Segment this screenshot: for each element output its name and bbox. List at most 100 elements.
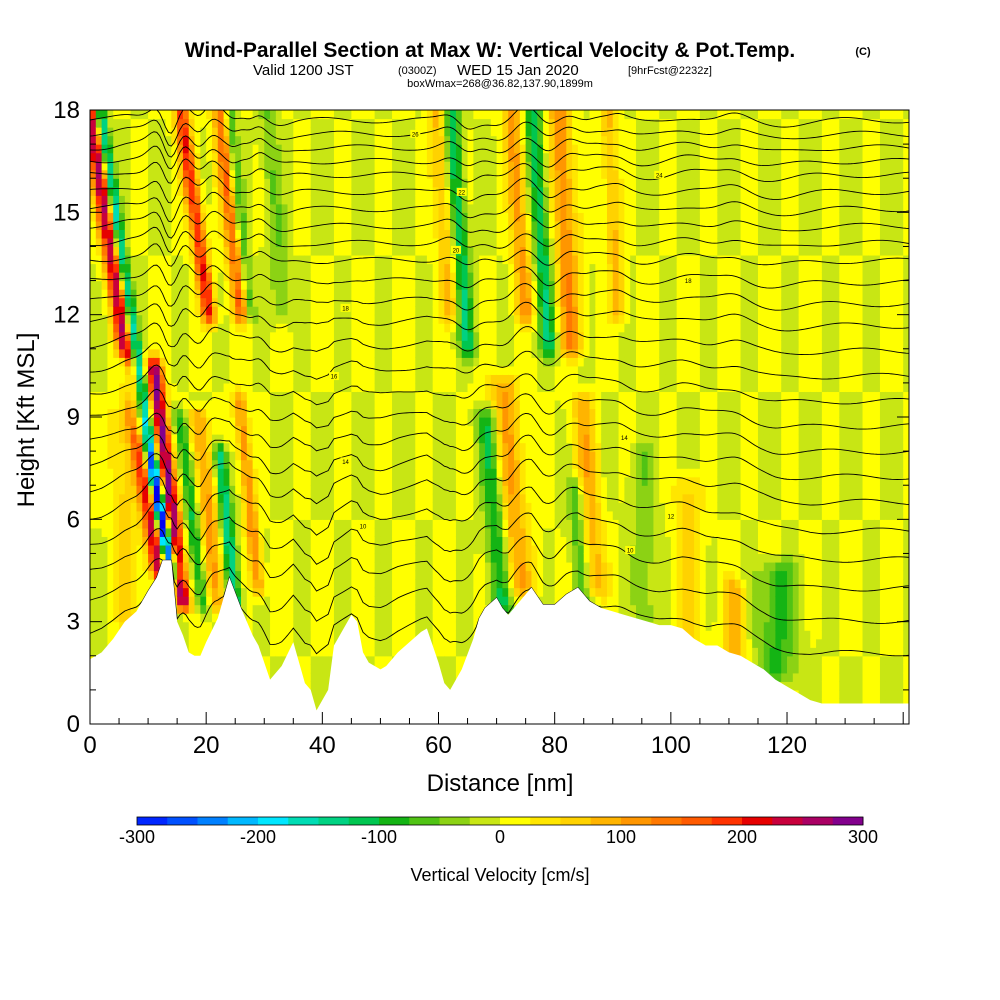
heatmap-cell [455, 323, 463, 333]
heatmap-cell [153, 110, 161, 120]
heatmap-cell [252, 519, 260, 529]
heatmap-cell [153, 417, 161, 427]
heatmap-cell [322, 681, 329, 691]
heatmap-cell [328, 510, 335, 520]
heatmap-cell [246, 451, 254, 461]
heatmap-cell [304, 434, 312, 444]
heatmap-cell [258, 212, 265, 222]
heatmap-cell [171, 451, 178, 461]
heatmap-cell [421, 587, 428, 597]
heatmap-cell [473, 553, 480, 563]
heatmap-cell [374, 476, 382, 486]
heatmap-cell [403, 127, 411, 137]
heatmap-cell [363, 144, 370, 154]
heatmap-cell [119, 272, 126, 282]
heatmap-cell [473, 323, 480, 333]
heatmap-cell [229, 263, 236, 273]
heatmap-cell [113, 553, 120, 563]
heatmap-cell [380, 195, 387, 205]
heatmap-cell [328, 519, 335, 529]
heatmap-cell [426, 613, 434, 623]
heatmap-cell [392, 297, 399, 307]
heatmap-cell [252, 485, 260, 495]
heatmap-cell [415, 417, 422, 427]
heatmap-cell [246, 306, 254, 316]
heatmap-cell [95, 561, 103, 572]
heatmap-cell [328, 169, 335, 179]
heatmap-cell [281, 451, 289, 461]
heatmap-cell [484, 357, 492, 367]
heatmap-cell [200, 306, 207, 316]
heatmap-cell [252, 178, 260, 188]
heatmap-cell [415, 519, 422, 529]
heatmap-cell [107, 220, 114, 230]
heatmap-cell [113, 544, 120, 555]
heatmap-cell [142, 314, 149, 324]
heatmap-cell [484, 323, 492, 333]
heatmap-cell [136, 229, 143, 239]
heatmap-cell [124, 246, 132, 256]
heatmap-cell [345, 391, 352, 401]
heatmap-cell [386, 331, 393, 341]
heatmap-cell [264, 399, 271, 410]
heatmap-cell [235, 587, 242, 597]
heatmap-cell [177, 408, 184, 418]
heatmap-cell [310, 212, 318, 222]
heatmap-cell [142, 169, 149, 179]
heatmap-cell [333, 391, 341, 401]
heatmap-cell [148, 195, 155, 205]
heatmap-cell [142, 587, 149, 597]
heatmap-cell [345, 544, 352, 555]
heatmap-cell [229, 510, 236, 520]
heatmap-cell [171, 246, 178, 256]
heatmap-cell [119, 596, 126, 606]
heatmap-cell [165, 391, 172, 401]
heatmap-cell [333, 425, 341, 435]
heatmap-cell [287, 323, 294, 333]
heatmap-cell [270, 664, 277, 674]
heatmap-cell [421, 442, 428, 452]
heatmap-cell [90, 596, 97, 606]
heatmap-cell [211, 118, 219, 128]
heatmap-cell [328, 468, 335, 478]
heatmap-cell [461, 306, 469, 316]
heatmap-cell [206, 348, 213, 358]
heatmap-cell [142, 425, 149, 435]
heatmap-cell [397, 459, 405, 469]
heatmap-cell [287, 272, 294, 282]
heatmap-cell [119, 374, 126, 384]
heatmap-cell [142, 442, 149, 452]
heatmap-cell [95, 510, 103, 520]
heatmap-cell [316, 638, 323, 648]
heatmap-cell [200, 203, 207, 213]
heatmap-cell [200, 237, 207, 248]
heatmap-cell [95, 434, 103, 444]
heatmap-cell [159, 451, 167, 461]
heatmap-cell [339, 169, 347, 179]
heatmap-cell [328, 536, 335, 546]
heatmap-cell [229, 553, 236, 563]
heatmap-cell [299, 220, 306, 230]
heatmap-cell [159, 519, 167, 529]
heatmap-cell [293, 536, 300, 546]
heatmap-cell [130, 178, 138, 188]
heatmap-cell [119, 220, 126, 230]
heatmap-cell [316, 374, 323, 384]
heatmap-cell [188, 331, 196, 341]
heatmap-cell [299, 536, 306, 546]
heatmap-cell [415, 212, 422, 222]
heatmap-cell [484, 127, 492, 137]
heatmap-cell [421, 408, 428, 418]
heatmap-cell [322, 434, 329, 444]
heatmap-cell [235, 357, 242, 367]
heatmap-cell [461, 570, 469, 580]
heatmap-cell [119, 237, 126, 248]
heatmap-cell [415, 272, 422, 282]
valid-date-label: WED 15 Jan 2020 [457, 62, 579, 79]
heatmap-cell [241, 382, 248, 393]
heatmap-cell [479, 178, 486, 188]
heatmap-cell [450, 331, 457, 341]
heatmap-cell [479, 348, 486, 358]
heatmap-cell [95, 357, 103, 367]
heatmap-cell [182, 263, 190, 273]
